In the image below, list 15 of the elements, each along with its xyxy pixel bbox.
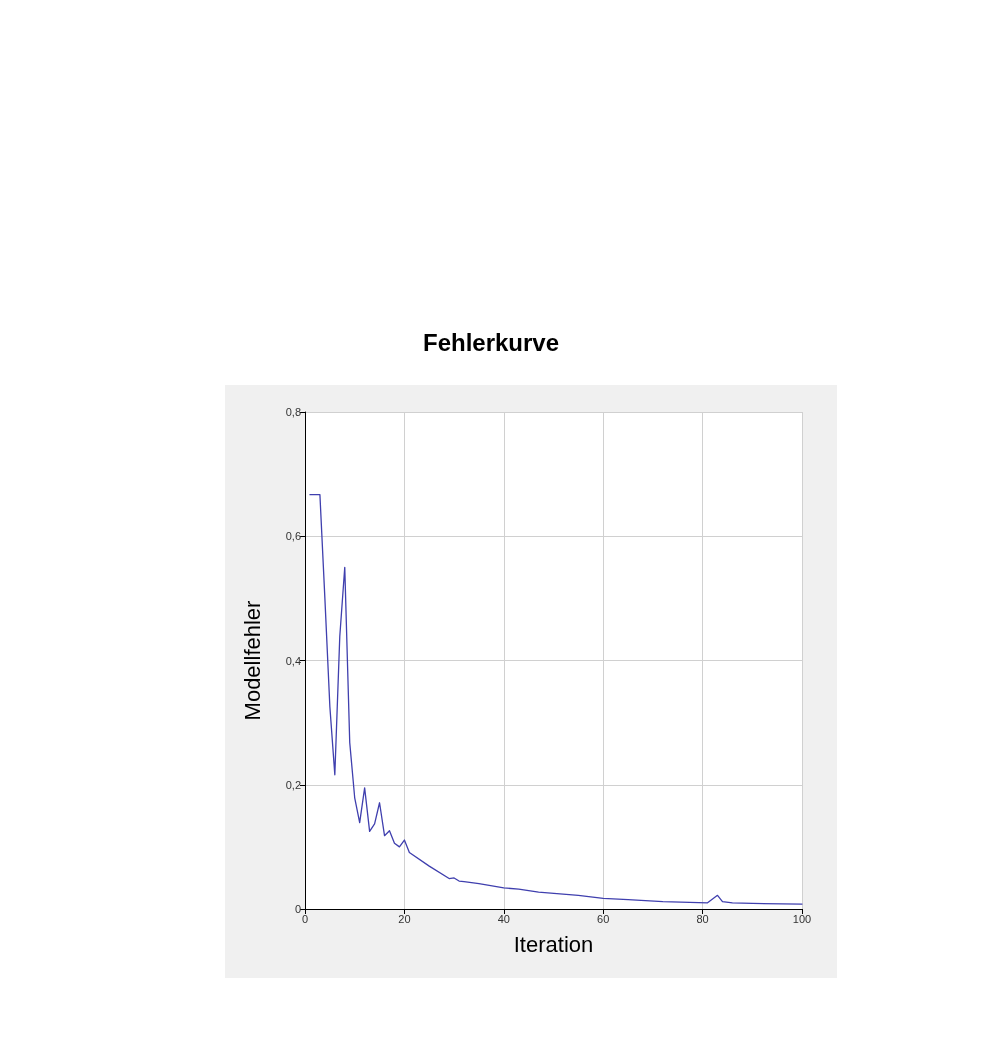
- x-tick-label: 0: [301, 912, 309, 925]
- y-tick-label: 0,4: [285, 654, 301, 667]
- x-tick-label: 20: [398, 912, 411, 925]
- x-tick-label: 100: [792, 912, 812, 925]
- x-tick-label: 40: [497, 912, 510, 925]
- x-axis-title: Iteration: [513, 931, 594, 957]
- line-series: [309, 493, 803, 905]
- chart-title: Fehlerkurve: [422, 328, 560, 356]
- x-tick-label: 80: [696, 912, 709, 925]
- y-tick-label: 0: [294, 903, 301, 915]
- y-tick-label: 0,2: [285, 778, 301, 791]
- y-axis-title: Modellfehler: [239, 600, 265, 721]
- y-tick-label: 0,8: [285, 406, 301, 418]
- y-tick-label: 0,6: [285, 530, 301, 543]
- x-tick-label: 60: [597, 912, 610, 925]
